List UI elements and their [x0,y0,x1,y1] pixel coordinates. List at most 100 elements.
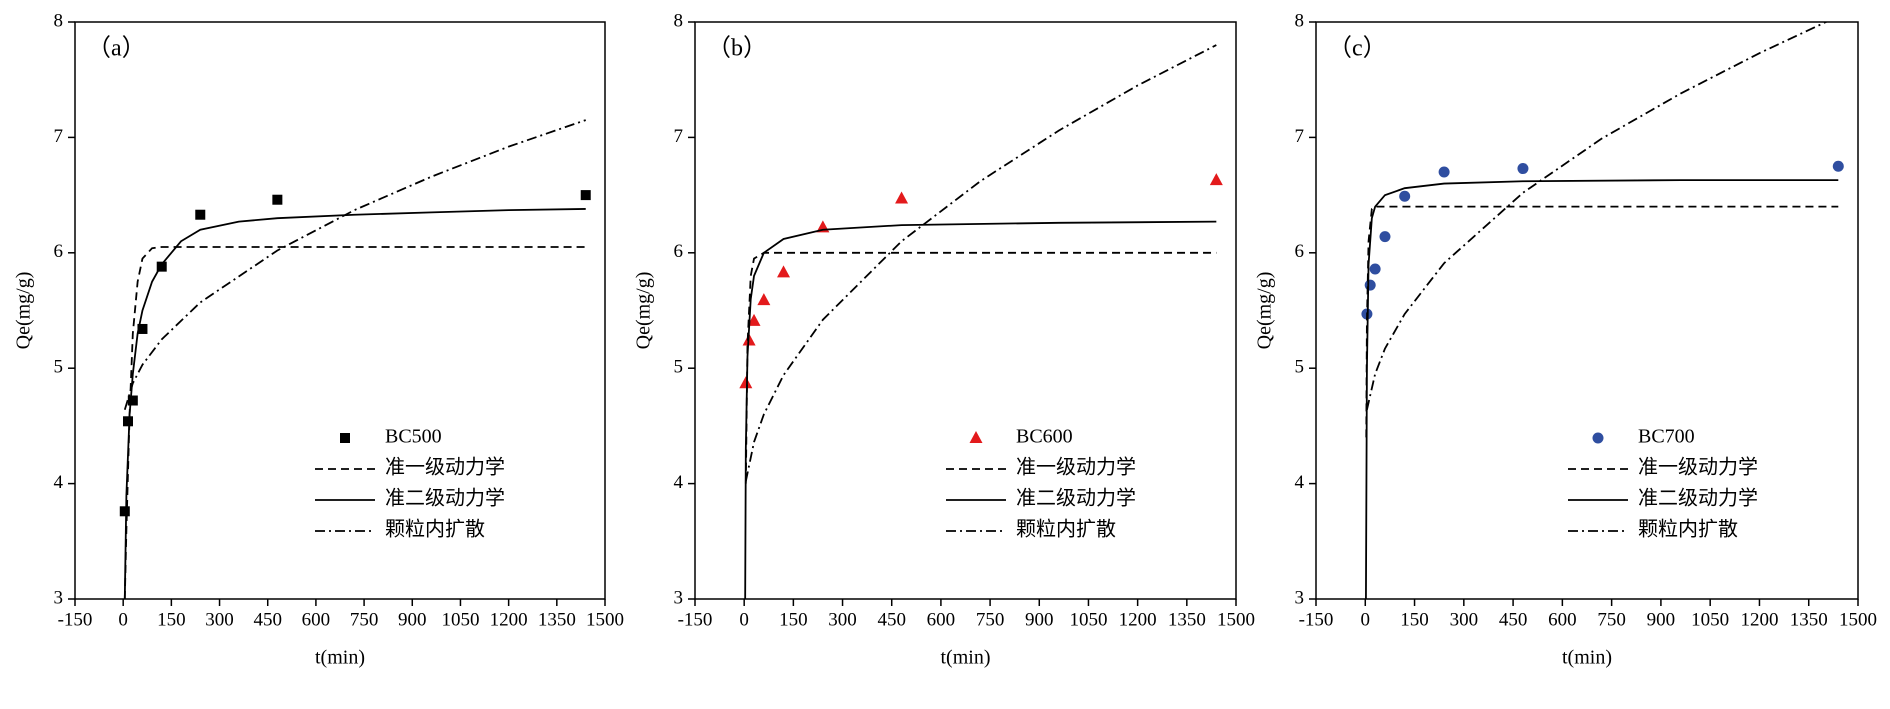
x-tick-label: 150 [1400,609,1429,630]
legend-label: 准二级动力学 [1016,487,1136,510]
plot-area [1361,22,1844,599]
x-tick-label: 1050 [1069,609,1107,630]
x-tick-label: 1500 [586,609,624,630]
x-tick-label: 1350 [1790,609,1828,630]
point [777,265,791,278]
legend-label: 颗粒内扩散 [1638,518,1738,541]
plot-area [739,44,1223,599]
y-tick-label: 5 [674,357,684,378]
legend-label: BC500 [385,426,442,448]
y-tick-label: 4 [54,472,64,493]
legend-label: 准一级动力学 [1638,456,1758,479]
legend-label: 准二级动力学 [385,487,505,510]
x-tick-label: 1500 [1217,609,1255,630]
fit-line [1365,205,1839,438]
x-tick-label: 1350 [1168,609,1206,630]
y-tick-label: 6 [54,241,64,262]
point [272,194,283,205]
y-axis-label: Qe(mg/g) [13,272,35,350]
point [123,416,133,427]
x-tick-label: 450 [877,609,906,630]
x-axis-label: t(min) [1562,647,1612,669]
x-tick-label: 300 [205,609,234,630]
x-tick-label: 1050 [441,609,479,630]
point [1379,231,1391,243]
y-tick-label: 4 [674,472,684,493]
point [895,191,909,204]
y-tick-label: 5 [1295,357,1305,378]
legend-label: BC600 [1016,426,1073,448]
legend-label: 颗粒内扩散 [385,518,485,541]
plot-area [119,119,591,599]
point [340,433,350,443]
x-tick-label: 600 [302,609,331,630]
annotation: （b） [707,36,767,62]
y-tick-label: 8 [1295,10,1305,31]
panel: -150 0 150 300 450 600 750 900 1050 1200 1350 1500 3… [13,10,624,668]
x-tick-label: 0 [118,609,128,630]
point [747,313,761,326]
fit-line [744,44,1217,482]
point [1369,263,1381,275]
y-tick-label: 3 [54,587,64,608]
x-tick-label: 450 [253,609,282,630]
point [1517,163,1529,175]
panel: -150 0 150 300 450 600 750 900 1050 1200 1350 1500 3… [1254,10,1877,668]
legend-label: 准一级动力学 [1016,456,1136,479]
x-tick-label: 0 [1361,609,1371,630]
point [127,395,138,406]
legend-label: 准二级动力学 [1638,487,1758,510]
fit-line [1365,179,1839,599]
x-tick-label: 300 [828,609,857,630]
fit-line [1366,22,1829,410]
x-tick-label: 1500 [1839,609,1877,630]
point [1209,173,1223,186]
x-tick-label: 450 [1499,609,1528,630]
x-tick-label: 300 [1450,609,1479,630]
x-tick-label: 900 [398,609,427,630]
x-tick-label: 1200 [1740,609,1778,630]
point [1592,432,1604,444]
point [1438,166,1450,178]
x-tick-label: 750 [350,609,379,630]
annotation: （a） [87,36,146,62]
y-tick-label: 7 [54,126,64,147]
x-tick-label: 600 [1548,609,1577,630]
point [969,431,983,443]
x-tick-label: 750 [1597,609,1626,630]
y-axis-label: Qe(mg/g) [633,272,655,350]
x-tick-label: 1350 [538,609,576,630]
legend-label: BC700 [1638,426,1695,448]
x-tick-label: -150 [58,609,93,630]
plot-frame [74,21,606,600]
x-tick-label: 1200 [1119,609,1157,630]
point [1399,190,1411,202]
x-tick-label: -150 [1299,609,1334,630]
point [137,323,148,334]
x-tick-label: 1050 [1691,609,1729,630]
y-tick-label: 8 [674,10,684,31]
x-tick-label: 900 [1647,609,1676,630]
y-tick-label: 3 [674,587,684,608]
point [739,376,753,389]
legend-label: 准一级动力学 [385,456,505,479]
plot-frame [694,21,1237,600]
y-tick-label: 5 [54,357,64,378]
x-tick-label: -150 [678,609,713,630]
x-tick-label: 0 [739,609,749,630]
x-tick-label: 1200 [490,609,528,630]
x-tick-label: 150 [779,609,808,630]
fit-line [123,119,587,411]
point [156,261,167,272]
point [195,209,206,220]
y-tick-label: 4 [1295,472,1305,493]
y-tick-label: 7 [674,126,684,147]
point [580,190,591,201]
x-tick-label: 600 [927,609,956,630]
y-tick-label: 6 [1295,241,1305,262]
point [1832,160,1844,172]
